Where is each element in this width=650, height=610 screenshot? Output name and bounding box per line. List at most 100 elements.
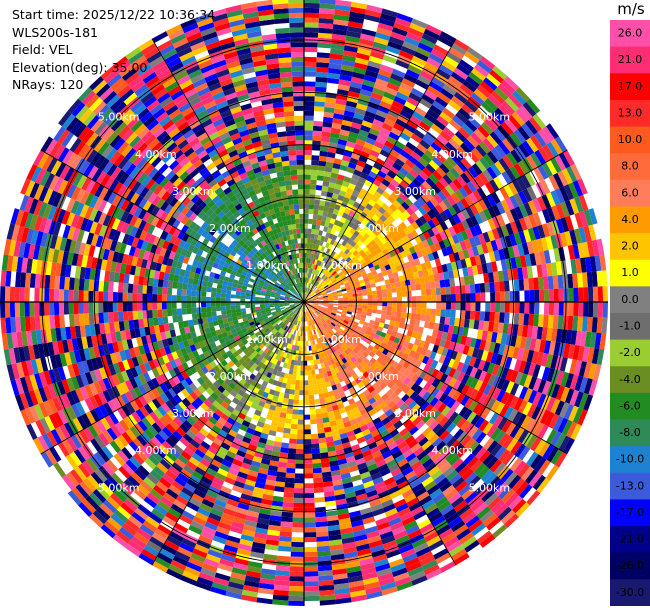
radar-gate (439, 382, 449, 393)
radar-gate (462, 345, 470, 355)
radar-gate (368, 351, 376, 358)
radar-gate (355, 226, 363, 234)
radar-gate (321, 257, 327, 263)
radar-gate (304, 581, 319, 587)
radar-gate (410, 151, 422, 161)
radar-gate (309, 290, 314, 295)
radar-gate (306, 287, 309, 293)
radar-gate (489, 412, 500, 425)
radar-gate (479, 311, 486, 321)
radar-gate (330, 322, 336, 327)
radar-gate (460, 335, 468, 346)
radar-gate (501, 379, 510, 392)
radar-gate (362, 225, 370, 233)
radar-gate (397, 154, 408, 164)
radar-gate (471, 163, 483, 176)
radar-gate (282, 397, 289, 404)
radar-gate (379, 100, 392, 110)
radar-gate (433, 194, 443, 204)
radar-gate (365, 284, 372, 289)
radar-gate (422, 364, 431, 374)
radar-gate (304, 537, 317, 543)
radar-gate (311, 438, 319, 444)
radar-gate (343, 176, 352, 183)
radar-gate (487, 218, 497, 230)
radar-gate (446, 262, 453, 272)
radar-gate (346, 324, 353, 329)
radar-gate (395, 332, 402, 339)
radar-gate (568, 405, 579, 422)
radar-gate (457, 250, 465, 261)
radar-gate (532, 198, 542, 213)
radar-gate (318, 13, 335, 20)
radar-gate (378, 17, 395, 27)
radar-gate (309, 194, 316, 200)
radar-gate (282, 432, 291, 439)
radar-gate (316, 540, 330, 547)
radar-gate (423, 254, 430, 263)
radar-gate (364, 69, 379, 79)
radar-gate (320, 220, 326, 227)
radar-gate (532, 377, 542, 392)
radar-gate (402, 360, 411, 369)
radar-gate (347, 91, 360, 99)
radar-gate (313, 298, 319, 300)
radar-gate (356, 289, 363, 294)
radar-gate (304, 7, 320, 14)
radar-gate (398, 237, 406, 246)
radar-gate (543, 250, 551, 264)
radar-gate (406, 329, 413, 337)
radar-gate (588, 363, 597, 380)
radar-gate (479, 253, 487, 265)
radar-gate (425, 314, 431, 322)
radar-gate (375, 317, 381, 323)
radar-gate (318, 18, 334, 24)
radar-gate (523, 388, 533, 402)
radar-gate (281, 511, 293, 518)
radar-gate (329, 262, 335, 268)
radar-gate (350, 76, 364, 85)
radar-gate (162, 316, 169, 325)
radar-gate (523, 202, 533, 216)
radar-gate (342, 308, 348, 312)
radar-gate (486, 397, 497, 410)
radar-gate (310, 291, 315, 296)
radar-gate (521, 123, 535, 138)
radar-gate (432, 251, 440, 260)
radar-gate (327, 186, 335, 194)
radar-gate (317, 277, 322, 283)
radar-gate (460, 302, 466, 311)
radar-gate (439, 211, 449, 222)
radar-gate (551, 383, 561, 399)
radar-gate (474, 108, 488, 122)
radar-gate (304, 444, 312, 450)
radar-gate (391, 100, 405, 110)
radar-gate (539, 179, 551, 195)
radar-gate (328, 267, 334, 273)
radar-gate (348, 16, 365, 24)
radar-gate (314, 497, 325, 503)
radar-gate (420, 314, 426, 322)
radar-gate (332, 208, 340, 215)
radar-gate (429, 281, 436, 289)
radar-gate (441, 331, 448, 341)
radar-gate (582, 272, 588, 288)
radar-gate (459, 83, 474, 97)
radar-gate (332, 258, 338, 264)
radar-gate (495, 291, 501, 302)
radar-gate (393, 337, 401, 344)
radar-gate (569, 359, 578, 375)
radar-gate (521, 266, 529, 279)
radar-gate (370, 92, 384, 101)
radar-gate (375, 157, 385, 167)
radar-gate (432, 100, 446, 112)
radar-gate (546, 221, 555, 236)
radar-gate (308, 278, 311, 284)
radar-gate (455, 302, 461, 311)
radar-gate (409, 203, 419, 213)
radar-gate (392, 297, 398, 302)
radar-gate (315, 290, 321, 294)
radar-gate (319, 200, 326, 207)
radar-gate (361, 252, 368, 259)
radar-gate (305, 267, 308, 273)
